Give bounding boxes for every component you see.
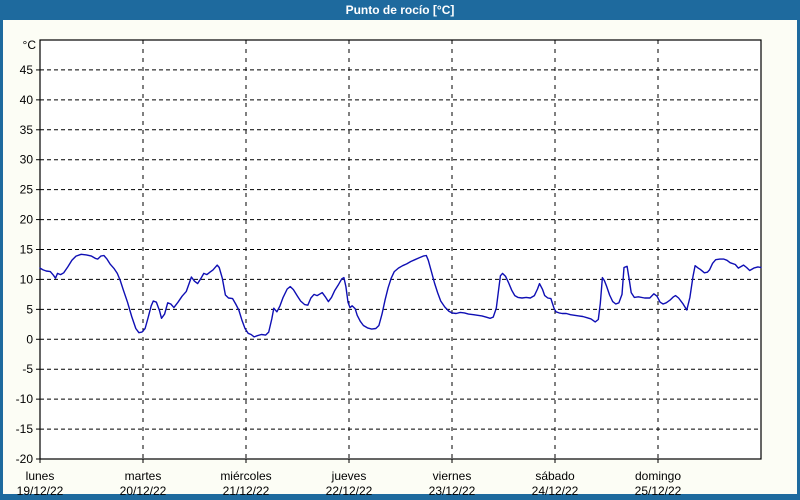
- x-date-label: 20/12/22: [120, 484, 167, 498]
- plot-border: [39, 39, 762, 460]
- y-tick-label: -15: [16, 422, 34, 436]
- y-axis-unit-label: °C: [23, 38, 37, 52]
- dew-point-line: [39, 253, 762, 338]
- y-tick-label: 30: [20, 153, 34, 167]
- x-date-label: 22/12/22: [326, 484, 373, 498]
- y-tick-label: 40: [20, 93, 34, 107]
- x-date-label: 23/12/22: [429, 484, 476, 498]
- chart-title: Punto de rocío [°C]: [345, 3, 455, 17]
- x-date-label: 21/12/22: [223, 484, 270, 498]
- y-tick-label: -10: [16, 392, 34, 406]
- y-tick-label: 0: [26, 332, 33, 346]
- x-day-label: lunes: [26, 469, 55, 483]
- y-tick-label: 5: [26, 302, 33, 316]
- x-date-label: 24/12/22: [532, 484, 579, 498]
- y-tick-label: -5: [22, 362, 33, 376]
- y-tick-label: 15: [20, 243, 34, 257]
- y-tick-label: -20: [16, 452, 34, 466]
- y-tick-label: 10: [20, 272, 34, 286]
- y-tick-label: 35: [20, 123, 34, 137]
- x-date-label: 25/12/22: [635, 484, 682, 498]
- y-tick-label: 20: [20, 213, 34, 227]
- y-tick-label: 45: [20, 63, 34, 77]
- x-day-label: viernes: [433, 469, 472, 483]
- y-tick-label: 25: [20, 183, 34, 197]
- x-day-label: martes: [125, 469, 162, 483]
- x-date-label: 19/12/22: [17, 484, 64, 498]
- chart-title-bar: Punto de rocío [°C]: [0, 0, 800, 20]
- x-day-label: miércoles: [220, 469, 271, 483]
- x-day-label: sábado: [535, 469, 575, 483]
- x-day-label: domingo: [635, 469, 681, 483]
- x-day-label: jueves: [331, 469, 367, 483]
